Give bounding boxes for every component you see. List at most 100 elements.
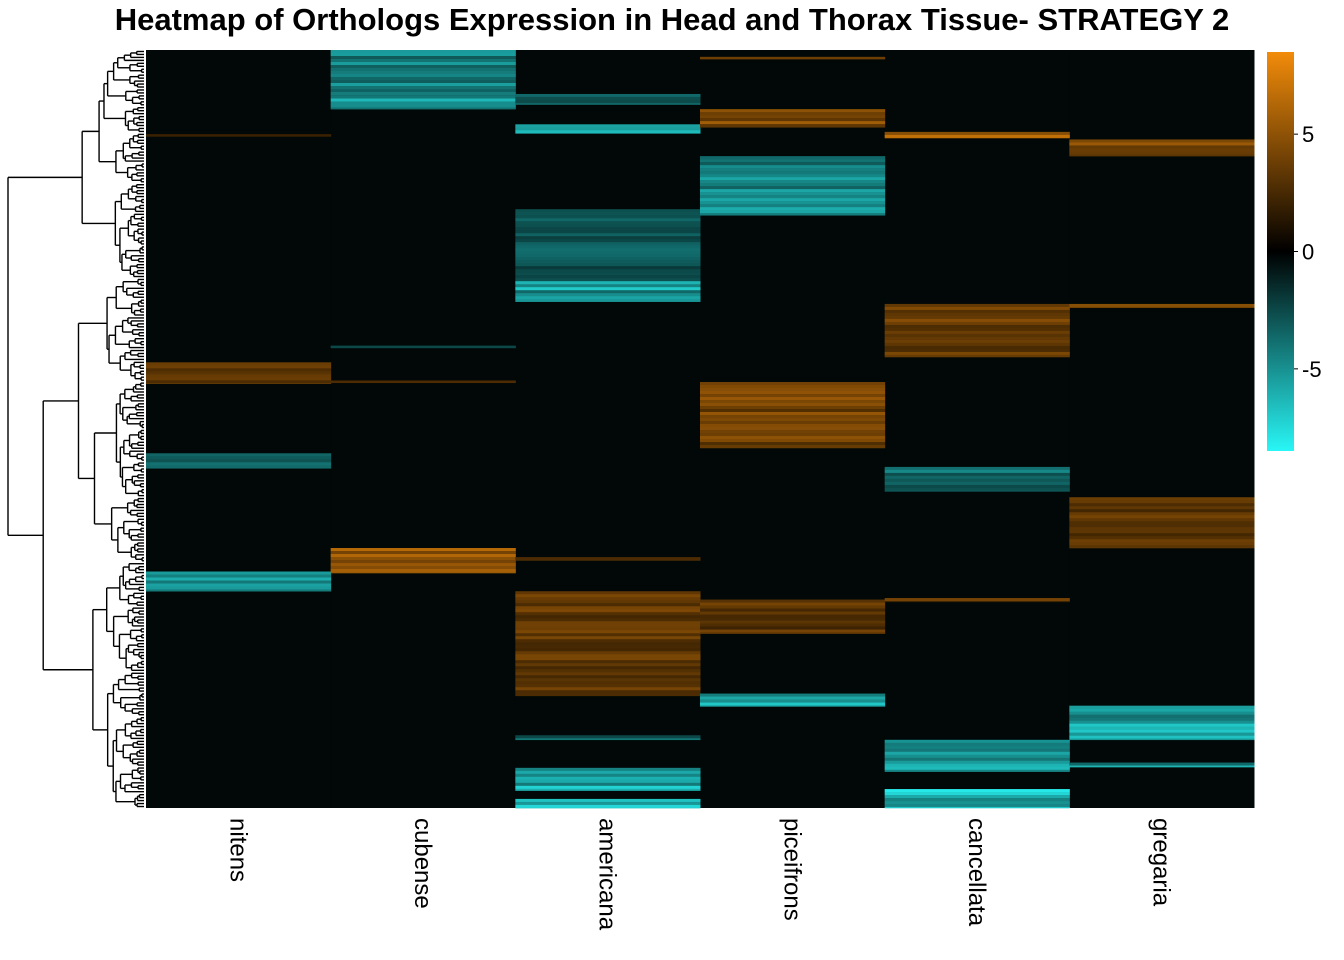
heatmap-cell-americana-14-28: [515, 675, 701, 679]
heatmap-cell-cancellata-28-0: [884, 739, 1070, 744]
heatmap-cell-cancellata-28-5: [884, 754, 1070, 759]
heatmap-cell-gregaria-32-14: [1069, 539, 1255, 543]
heatmap-cell-piceifrons-21-4: [700, 611, 886, 615]
heatmap-cell-gregaria-32-3: [1069, 506, 1255, 510]
heatmap-cell-americana-14-1: [515, 594, 701, 598]
heatmap-cell-cancellata-26-8: [884, 490, 1070, 492]
heatmap-cell-piceifrons-19-11: [700, 189, 886, 193]
heatmap-cell-piceifrons-19-9: [700, 183, 886, 187]
heatmap-cells: [146, 50, 1255, 809]
heatmap-cell-cancellata-25-1: [884, 306, 1070, 311]
heatmap-cell-piceifrons-22-2: [700, 699, 886, 703]
heatmap-cell-cancellata-28-4: [884, 751, 1070, 756]
heatmap-cell-piceifrons-21-8: [700, 623, 886, 627]
heatmap-cell-piceifrons-20-18: [700, 436, 886, 440]
heatmap-cell-americana-14-29: [515, 678, 701, 682]
heatmap-cell-americana-12-0: [515, 281, 701, 285]
heatmap-cell-piceifrons-21-1: [700, 602, 886, 606]
heatmap-cell-cancellata-25-12: [884, 339, 1070, 344]
heatmap-cell-americana-16-2: [515, 773, 701, 778]
heatmap-cell-cancellata-28-3: [884, 748, 1070, 753]
heatmap-cell-cancellata-29-3: [884, 798, 1070, 802]
heatmap-cell-americana-11-9: [515, 236, 701, 240]
heatmap-cell-piceifrons-19-19: [700, 213, 886, 216]
heatmap-cell-americana-11-6: [515, 227, 701, 231]
heatmap-cell-cancellata-26-3: [884, 475, 1070, 480]
heatmap-cell-piceifrons-20-16: [700, 430, 886, 434]
heatmap-cell-cubense-4-11: [330, 83, 516, 87]
heatmap-cell-americana-12-4: [515, 293, 701, 297]
heatmap-cell-cubense-5-3: [330, 104, 516, 108]
heatmap-cell-americana-12-5: [515, 296, 701, 300]
heatmap-cell-cubense-4-14: [330, 92, 516, 96]
heatmap-cell-americana-11-1: [515, 212, 701, 216]
heatmap-cell-cancellata-25-13: [884, 342, 1070, 347]
heatmap-cell-cubense-4-15: [330, 95, 516, 96]
heatmap-column-cubense: [330, 50, 516, 808]
heatmap-cell-cubense-6-5: [330, 563, 516, 567]
heatmap-cell-cancellata-25-4: [884, 315, 1070, 320]
heatmap-cell-piceifrons-21-5: [700, 614, 886, 618]
heatmap-cell-nitens-0-6: [146, 380, 332, 384]
heatmap-cell-cubense-4-1: [330, 53, 516, 57]
heatmap-cell-americana-11-23: [515, 278, 701, 282]
heatmap-cell-americana-11-18: [515, 263, 701, 267]
heatmap-cell-piceifrons-20-7: [700, 403, 886, 407]
legend-tick-label-1: 0: [1302, 240, 1314, 265]
heatmap-cell-piceifrons-20-3: [700, 391, 886, 395]
heatmap-cell-americana-14-26: [515, 669, 701, 673]
heatmap-cell-cubense-7-0: [330, 345, 516, 349]
heatmap-cell-nitens-1-1: [146, 456, 332, 460]
heatmap-cell-americana-14-11: [515, 624, 701, 628]
chart-title: Heatmap of Orthologs Expression in Head …: [114, 2, 1230, 37]
heatmap-cell-cancellata-25-15: [884, 348, 1070, 353]
column-label-piceifrons: piceifrons: [778, 818, 805, 921]
heatmap-cell-cubense-4-3: [330, 59, 516, 63]
legend-tick-label-2: -5: [1302, 357, 1322, 382]
heatmap-cell-piceifrons-19-15: [700, 201, 886, 205]
heatmap-cell-gregaria-33-6: [1069, 723, 1255, 727]
heatmap-cell-nitens-2-0: [146, 571, 332, 575]
heatmap-cell-cancellata-28-7: [884, 760, 1070, 765]
heatmap-cell-americana-12-6: [515, 299, 701, 302]
heatmap-cell-gregaria-32-9: [1069, 524, 1255, 528]
heatmap-cell-nitens-0-3: [146, 371, 332, 375]
heatmap-cell-cubense-4-2: [330, 56, 516, 60]
heatmap-cell-americana-17-1: [515, 801, 701, 806]
heatmap-cell-americana-11-2: [515, 215, 701, 219]
heatmap-cell-piceifrons-18-0: [700, 109, 886, 113]
heatmap-cell-gregaria-30-5: [1069, 154, 1255, 157]
heatmap-cell-piceifrons-21-3: [700, 608, 886, 612]
heatmap-cell-americana-14-0: [515, 591, 701, 595]
heatmap-cell-piceifrons-19-4: [700, 168, 886, 172]
column-label-americana: americana: [594, 818, 621, 931]
heatmap-cell-cancellata-29-5: [884, 804, 1070, 808]
heatmap-cell-piceifrons-20-13: [700, 421, 886, 425]
legend-tick-label-0: 5: [1302, 122, 1314, 147]
heatmap-cell-piceifrons-20-5: [700, 397, 886, 401]
heatmap-cell-americana-14-14: [515, 633, 701, 637]
heatmap-cell-americana-14-22: [515, 657, 701, 661]
heatmap-cell-americana-14-31: [515, 684, 701, 688]
heatmap-cell-cubense-4-6: [330, 68, 516, 72]
heatmap-column-cancellata: [884, 50, 1070, 808]
heatmap-cell-piceifrons-19-18: [700, 210, 886, 214]
heatmap-cell-cubense-5-2: [330, 101, 516, 105]
heatmap-cell-gregaria-32-6: [1069, 515, 1255, 519]
heatmap-cell-cubense-4-12: [330, 86, 516, 90]
heatmap-cell-piceifrons-19-13: [700, 195, 886, 199]
heatmap-cell-americana-9-0: [515, 93, 701, 98]
heatmap-cell-gregaria-32-15: [1069, 542, 1255, 546]
heatmap-cell-cubense-4-10: [330, 80, 516, 84]
heatmap-cell-americana-16-0: [515, 767, 701, 772]
heatmap-cell-cancellata-25-11: [884, 336, 1070, 341]
heatmap-cell-cancellata-26-0: [884, 466, 1070, 471]
heatmap-cell-americana-14-8: [515, 615, 701, 619]
heatmap-cell-cubense-6-3: [330, 557, 516, 561]
heatmap-cell-cancellata-25-5: [884, 318, 1070, 323]
heatmap-cell-nitens-1-0: [146, 453, 332, 457]
heatmap-cell-piceifrons-21-11: [700, 632, 886, 634]
column-label-gregaria: gregaria: [1148, 818, 1175, 907]
heatmap-cell-americana-14-6: [515, 609, 701, 613]
